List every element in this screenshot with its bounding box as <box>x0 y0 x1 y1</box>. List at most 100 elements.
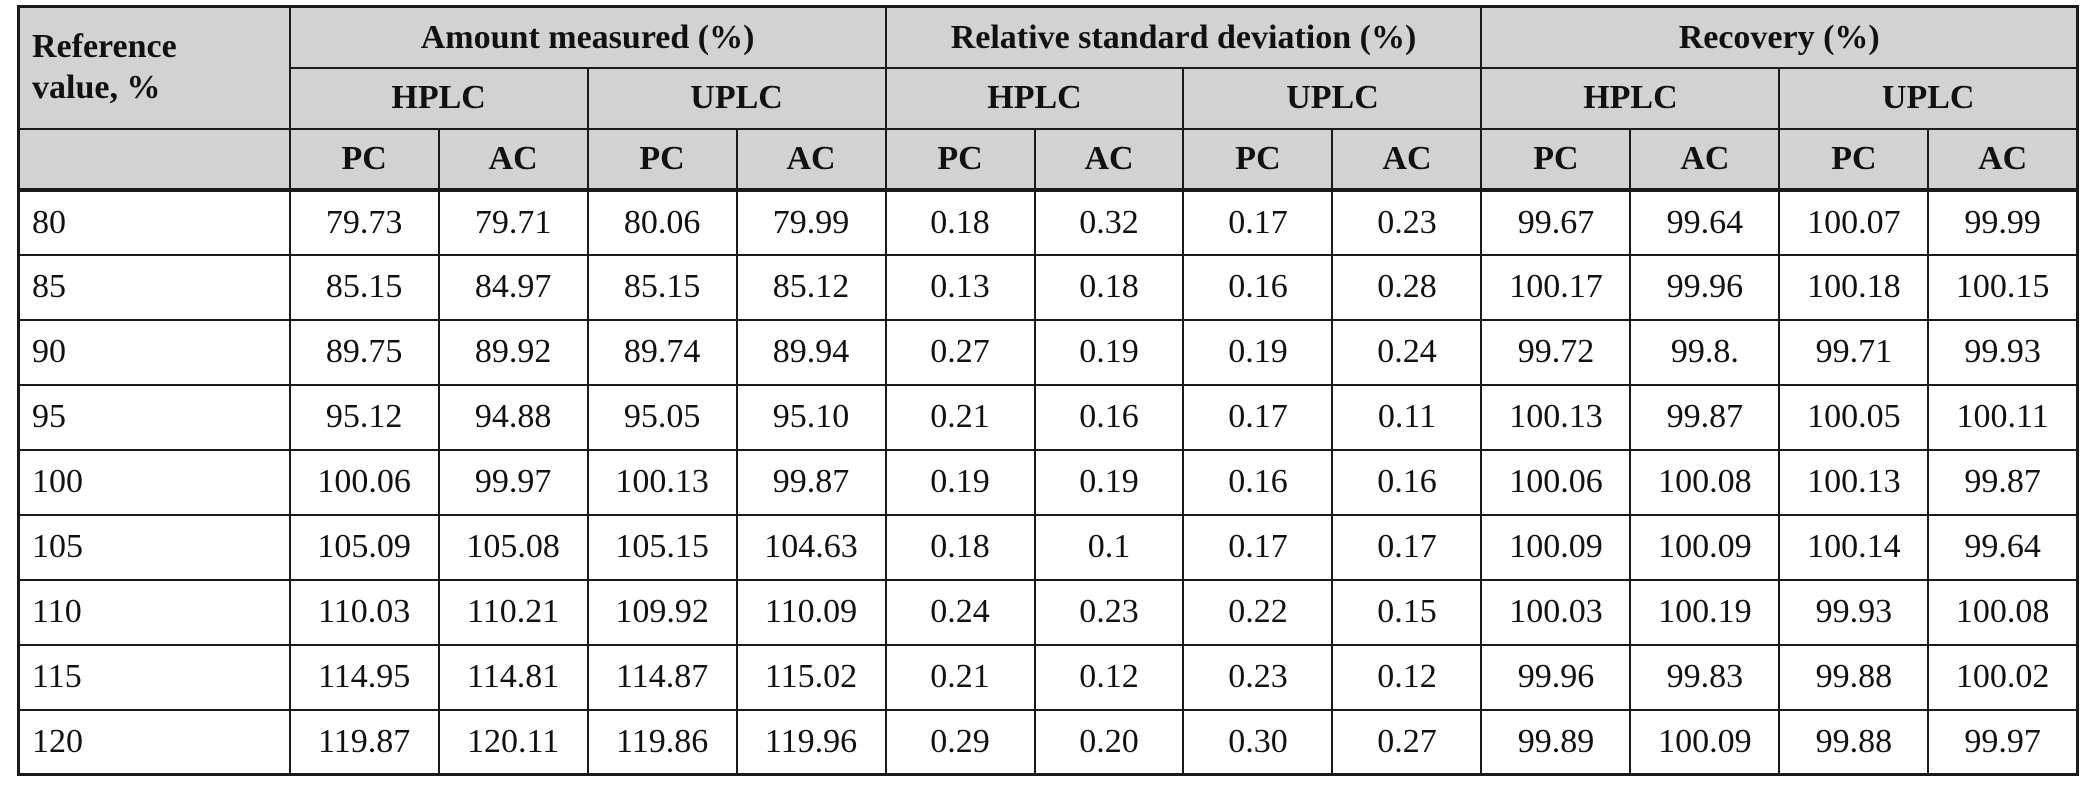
table-cell: 105.09 <box>288 513 440 581</box>
reference-value-cell: 120 <box>17 708 291 776</box>
reference-value-cell: 105 <box>17 513 291 581</box>
table-cell: 79.71 <box>437 188 589 256</box>
table-cell: 105.08 <box>437 513 589 581</box>
table-cell: 95.12 <box>288 383 440 451</box>
table-cell: 100.08 <box>1629 448 1781 516</box>
group-header-rsd: Relative standard deviation (%) <box>884 5 1483 69</box>
sub-header: AC <box>1331 127 1483 192</box>
table-cell: 0.29 <box>884 708 1036 776</box>
sub-header: PC <box>1778 127 1930 192</box>
table-cell: 0.23 <box>1331 188 1483 256</box>
reference-value-header: Reference value, % <box>17 5 291 130</box>
table-cell: 0.17 <box>1331 513 1483 581</box>
table-cell: 100.11 <box>1927 383 2079 451</box>
table-row: 100 100.06 99.97 100.13 99.87 0.19 0.19 0.16 0.1… <box>17 448 2079 516</box>
table-cell: 109.92 <box>586 578 738 646</box>
table-cell: 0.12 <box>1331 643 1483 711</box>
sub-header: PC <box>1480 127 1632 192</box>
reference-value-cell: 90 <box>17 318 291 386</box>
table-cell: 0.16 <box>1182 253 1334 321</box>
sub-header: AC <box>1629 127 1781 192</box>
table-row: 115 114.95 114.81 114.87 115.02 0.21 0.12 0.23 0… <box>17 643 2079 711</box>
table-cell: 85.12 <box>735 253 887 321</box>
table-cell: 0.16 <box>1182 448 1334 516</box>
table-cell: 89.94 <box>735 318 887 386</box>
table-cell: 0.23 <box>1182 643 1334 711</box>
table-cell: 99.64 <box>1927 513 2079 581</box>
sub-header: AC <box>1033 127 1185 192</box>
table-cell: 100.19 <box>1629 578 1781 646</box>
table-cell: 94.88 <box>437 383 589 451</box>
sub-header: AC <box>437 127 589 192</box>
table-cell: 100.07 <box>1778 188 1930 256</box>
table-cell: 0.21 <box>884 383 1036 451</box>
table-cell: 99.88 <box>1778 643 1930 711</box>
table-cell: 0.16 <box>1331 448 1483 516</box>
group-header-amount-measured: Amount measured (%) <box>288 5 887 69</box>
table-row: 90 89.75 89.92 89.74 89.94 0.27 0.19 0.19 0.24 99… <box>17 318 2079 386</box>
table-cell: 0.19 <box>1033 318 1185 386</box>
table-cell: 119.87 <box>288 708 440 776</box>
table-cell: 100.09 <box>1629 708 1781 776</box>
results-table: Reference value, % Amount measured (%) Re… <box>17 5 2079 776</box>
table-cell: 100.13 <box>1778 448 1930 516</box>
table-cell: 0.16 <box>1033 383 1185 451</box>
table-cell: 99.96 <box>1629 253 1781 321</box>
table-cell: 79.99 <box>735 188 887 256</box>
table-row: 80 79.73 79.71 80.06 79.99 0.18 0.32 0.17 0.23 99… <box>17 188 2079 256</box>
table-cell: 100.18 <box>1778 253 1930 321</box>
table-cell: 99.71 <box>1778 318 1930 386</box>
reference-value-cell: 85 <box>17 253 291 321</box>
table-cell: 0.22 <box>1182 578 1334 646</box>
table-cell: 95.05 <box>586 383 738 451</box>
header-row-methods: HPLC UPLC HPLC UPLC HPLC UPLC <box>19 66 2079 130</box>
table-cell: 0.24 <box>1331 318 1483 386</box>
table-cell: 99.96 <box>1480 643 1632 711</box>
sub-header: PC <box>586 127 738 192</box>
table-row: 95 95.12 94.88 95.05 95.10 0.21 0.16 0.17 0.11 10… <box>17 383 2079 451</box>
table-cell: 0.15 <box>1331 578 1483 646</box>
reference-value-header-line2: value, % <box>32 68 161 106</box>
table-cell: 114.87 <box>586 643 738 711</box>
table-cell: 0.32 <box>1033 188 1185 256</box>
results-table-container: Reference value, % Amount measured (%) Re… <box>17 5 2079 776</box>
header-row-sub: PC AC PC AC PC AC PC AC PC AC PC AC <box>17 127 2079 192</box>
method-header: UPLC <box>1778 66 2079 130</box>
table-cell: 89.74 <box>586 318 738 386</box>
table-cell: 104.63 <box>735 513 887 581</box>
table-cell: 99.67 <box>1480 188 1632 256</box>
table-cell: 100.09 <box>1480 513 1632 581</box>
table-cell: 0.19 <box>1182 318 1334 386</box>
table-cell: 99.8. <box>1629 318 1781 386</box>
method-header: UPLC <box>1182 66 1483 130</box>
table-cell: 99.93 <box>1927 318 2079 386</box>
table-cell: 0.20 <box>1033 708 1185 776</box>
table-cell: 0.18 <box>884 188 1036 256</box>
table-cell: 110.21 <box>437 578 589 646</box>
table-cell: 100.13 <box>1480 383 1632 451</box>
table-cell: 0.24 <box>884 578 1036 646</box>
method-header: HPLC <box>1480 66 1781 130</box>
table-cell: 99.87 <box>735 448 887 516</box>
sub-header: AC <box>1927 127 2079 192</box>
reference-value-header-line1: Reference <box>32 27 177 65</box>
table-cell: 99.87 <box>1927 448 2079 516</box>
table-cell: 105.15 <box>586 513 738 581</box>
group-header-recovery: Recovery (%) <box>1480 5 2079 69</box>
table-cell: 0.11 <box>1331 383 1483 451</box>
table-cell: 85.15 <box>586 253 738 321</box>
table-cell: 100.14 <box>1778 513 1930 581</box>
table-cell: 0.21 <box>884 643 1036 711</box>
table-cell: 0.28 <box>1331 253 1483 321</box>
table-cell: 99.64 <box>1629 188 1781 256</box>
table-cell: 89.75 <box>288 318 440 386</box>
table-cell: 0.27 <box>884 318 1036 386</box>
sub-header: PC <box>884 127 1036 192</box>
table-cell: 95.10 <box>735 383 887 451</box>
table-cell: 89.92 <box>437 318 589 386</box>
table-cell: 80.06 <box>586 188 738 256</box>
table-cell: 0.23 <box>1033 578 1185 646</box>
sub-header: PC <box>1182 127 1334 192</box>
table-cell: 84.97 <box>437 253 589 321</box>
table-row: 110 110.03 110.21 109.92 110.09 0.24 0.23 0.22 0… <box>17 578 2079 646</box>
